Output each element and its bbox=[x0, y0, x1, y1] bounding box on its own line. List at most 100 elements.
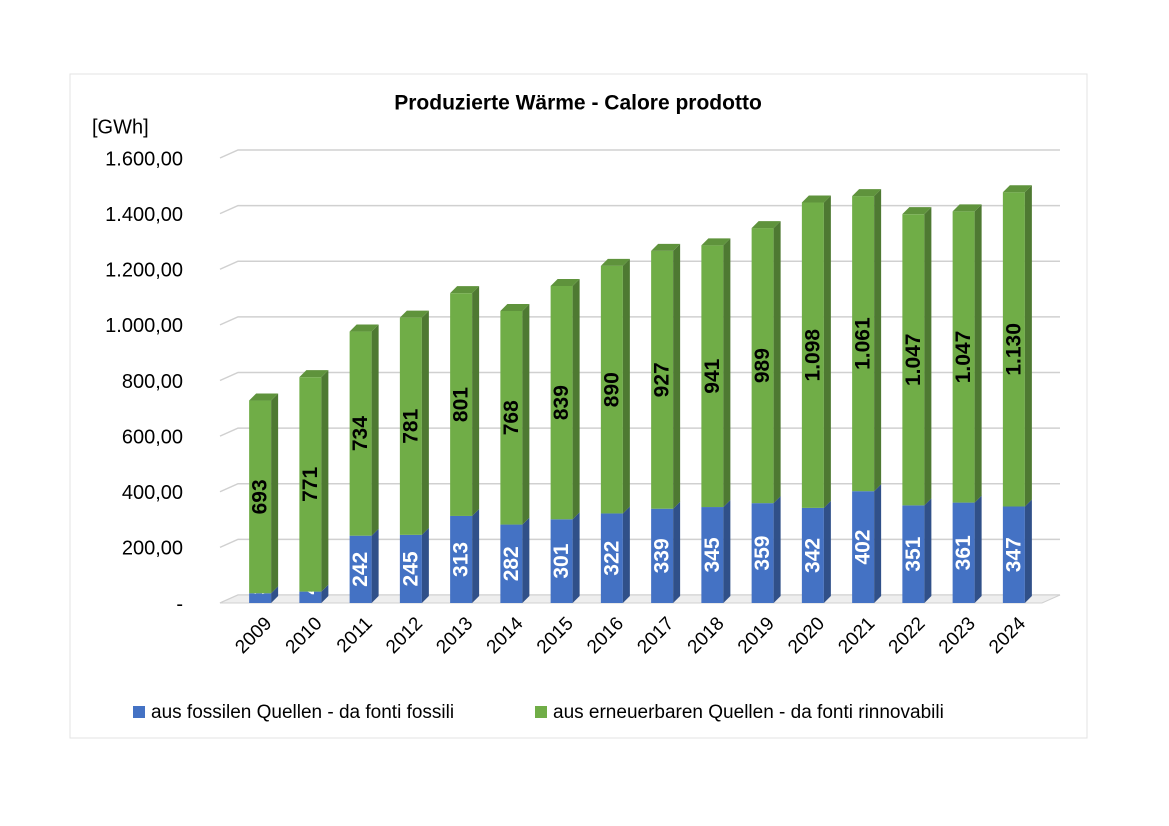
data-label: 771 bbox=[299, 467, 322, 502]
data-label: 361 bbox=[952, 535, 975, 570]
bar-side bbox=[673, 501, 681, 603]
y-tick-label: 1.600,00 bbox=[105, 148, 183, 170]
bar-top bbox=[349, 324, 379, 332]
bar-side bbox=[723, 238, 731, 508]
bar-side bbox=[823, 500, 831, 603]
bar-side bbox=[522, 303, 530, 525]
data-label: 245 bbox=[399, 551, 422, 586]
bar-segment bbox=[550, 285, 573, 520]
bar-side bbox=[974, 204, 982, 503]
bar-side bbox=[1024, 499, 1032, 603]
bar-side bbox=[874, 189, 882, 492]
bar-top bbox=[299, 370, 329, 378]
data-label: 282 bbox=[500, 546, 523, 581]
bar-segment bbox=[902, 214, 925, 506]
data-label: 989 bbox=[751, 348, 774, 383]
bar-segment bbox=[751, 228, 774, 504]
bar-segment bbox=[651, 508, 674, 603]
bar-segment bbox=[399, 317, 422, 535]
bar-segment bbox=[500, 310, 523, 525]
bar-segment bbox=[1002, 192, 1025, 507]
data-label: 1.047 bbox=[902, 333, 925, 386]
bar-side bbox=[773, 221, 781, 504]
data-label: 890 bbox=[600, 372, 623, 407]
bar-segment bbox=[701, 507, 724, 603]
y-tick-label: 400,00 bbox=[122, 482, 183, 504]
bar-side bbox=[874, 484, 882, 603]
bar-segment bbox=[349, 535, 372, 603]
bar-segment bbox=[550, 519, 573, 603]
data-label: 839 bbox=[550, 385, 573, 420]
bar-segment bbox=[500, 524, 523, 603]
legend-swatch bbox=[133, 706, 145, 718]
data-label: 1.130 bbox=[1002, 323, 1025, 376]
data-label: 342 bbox=[801, 538, 824, 573]
grid-line bbox=[219, 538, 1060, 549]
data-label: 927 bbox=[651, 362, 674, 397]
grid-line bbox=[219, 371, 1060, 382]
bar-side bbox=[622, 258, 630, 514]
data-label: 339 bbox=[651, 538, 674, 573]
bar-top bbox=[249, 393, 279, 401]
grid-line bbox=[219, 260, 1060, 270]
bar-side bbox=[723, 500, 731, 603]
y-tick-label: 200,00 bbox=[122, 538, 183, 560]
bar-segment bbox=[801, 507, 824, 603]
bar-segment bbox=[249, 400, 272, 594]
data-label: 347 bbox=[1002, 537, 1025, 572]
data-label: 781 bbox=[399, 408, 422, 443]
bar-side bbox=[472, 508, 480, 603]
bar-side bbox=[924, 498, 932, 603]
bar-segment bbox=[450, 293, 473, 516]
bar-side bbox=[371, 324, 379, 536]
data-label: 1.047 bbox=[952, 331, 975, 384]
bar-top bbox=[651, 243, 681, 251]
bar-segment bbox=[902, 505, 925, 603]
bar-side bbox=[421, 310, 429, 535]
bar-segment bbox=[1002, 506, 1025, 603]
bar-side bbox=[371, 528, 379, 603]
legend-swatch bbox=[535, 706, 547, 718]
bar-segment bbox=[852, 491, 875, 603]
data-label: 322 bbox=[600, 541, 623, 576]
bar-segment bbox=[801, 202, 824, 508]
data-label: 1.061 bbox=[852, 317, 875, 370]
bar-side bbox=[271, 586, 279, 603]
bar-top bbox=[801, 195, 831, 203]
bar-side bbox=[974, 495, 982, 603]
bar-segment bbox=[450, 515, 473, 603]
bar-segment bbox=[349, 331, 372, 536]
chart-title: Produzierte Wärme - Calore prodotto bbox=[394, 92, 762, 115]
bar-side bbox=[773, 496, 781, 603]
y-tick-label: 600,00 bbox=[122, 426, 183, 448]
bar-segment bbox=[249, 593, 272, 603]
data-label: 402 bbox=[852, 530, 875, 565]
bar-top bbox=[399, 310, 429, 318]
bar-segment bbox=[299, 377, 322, 592]
data-label: 941 bbox=[701, 358, 724, 393]
bar-side bbox=[472, 286, 480, 516]
bar-segment bbox=[701, 245, 724, 508]
data-label: 351 bbox=[902, 536, 925, 571]
grid-line bbox=[219, 483, 1060, 493]
bar-top bbox=[550, 278, 580, 286]
data-label: 359 bbox=[751, 536, 774, 571]
grid-line bbox=[219, 149, 1060, 159]
y-tick-label: 1.200,00 bbox=[105, 260, 183, 282]
legend-label: aus erneuerbaren Quellen - da fonti rinn… bbox=[553, 702, 944, 723]
bar-top bbox=[952, 204, 982, 212]
data-label: 693 bbox=[249, 479, 272, 514]
data-label: 768 bbox=[500, 400, 523, 435]
bar-top bbox=[600, 258, 630, 266]
grid-line bbox=[219, 427, 1060, 437]
data-label: 313 bbox=[450, 542, 473, 577]
bar-side bbox=[572, 278, 580, 520]
bar-segment bbox=[399, 534, 422, 603]
bar-side bbox=[522, 517, 530, 603]
data-label: 1.098 bbox=[801, 329, 824, 382]
bar-segment bbox=[852, 196, 875, 492]
bar-segment bbox=[600, 265, 623, 514]
bar-segment bbox=[651, 250, 674, 509]
grid-line bbox=[219, 316, 1060, 326]
bar-top bbox=[852, 189, 882, 197]
